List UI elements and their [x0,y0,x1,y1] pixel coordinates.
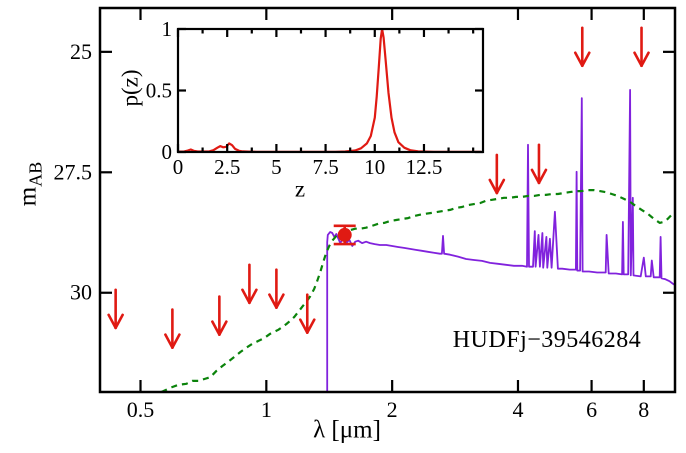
inset-x-tick-label: 2.5 [214,155,240,179]
x-tick-label: 6 [586,397,597,422]
inset-x-tick-label: 12.5 [406,155,443,179]
y-tick-label: 25 [70,39,92,64]
upper-limit-arrow [268,268,285,309]
inset-x-tick-label: 5 [271,155,282,179]
inset-y-tick-label: 0 [162,140,173,164]
y-axis-label-main: m [14,186,42,207]
upper-limit-arrow [241,263,258,305]
x-tick-label: 4 [512,397,523,422]
upper-limit-arrow [298,293,316,334]
x-tick-label: 8 [638,397,649,422]
upper-limit-arrow [488,153,506,195]
upper-limit-arrow [107,288,124,330]
upper-limit-arrow [164,308,181,349]
y-axis-label-subscript: AB [25,161,46,187]
inset-background [178,29,483,152]
detection-marker [337,227,352,242]
inset-x-tick-label: 10 [364,155,385,179]
y-tick-label: 30 [70,280,92,305]
inset-x-tick-label: 0 [173,155,184,179]
detection-point-group [333,224,356,246]
upper-limit-arrow [633,26,650,68]
series-high_z_model_spectrum_z10.3 [326,89,674,392]
inset-y-tick-label: 0.5 [146,79,172,103]
inset-x-axis-label: z [294,176,306,202]
spectra-series-group [160,89,674,392]
upper-limit-arrow [530,143,548,185]
upper-limit-arrows-group [107,26,650,349]
object-id-label: HUDFj−39546284 [452,327,642,353]
inset-y-axis-label: p(z) [117,69,143,107]
upper-limit-arrow [211,295,228,336]
main-axes-box [98,6,677,394]
y-tick-label: 27.5 [54,159,93,184]
inset-x-tick-label: 7.5 [312,155,338,179]
inset-pz-group: 0 2.5 5 7.5 10 12.5 0 0.5 1 [146,17,485,179]
x-tick-label: 0.5 [127,397,155,422]
y-axis-label: mAB [14,161,46,207]
main-axes-group: 0.5 1 2 4 6 8 25 27.5 30 [54,6,677,422]
x-tick-label: 2 [387,397,398,422]
upper-limit-arrow [573,26,591,68]
x-tick-label: 1 [261,397,272,422]
x-axis-label: λ [μm] [313,416,381,444]
series-low_z_model_spectrum [160,189,674,392]
inset-y-tick-label: 1 [162,17,173,41]
